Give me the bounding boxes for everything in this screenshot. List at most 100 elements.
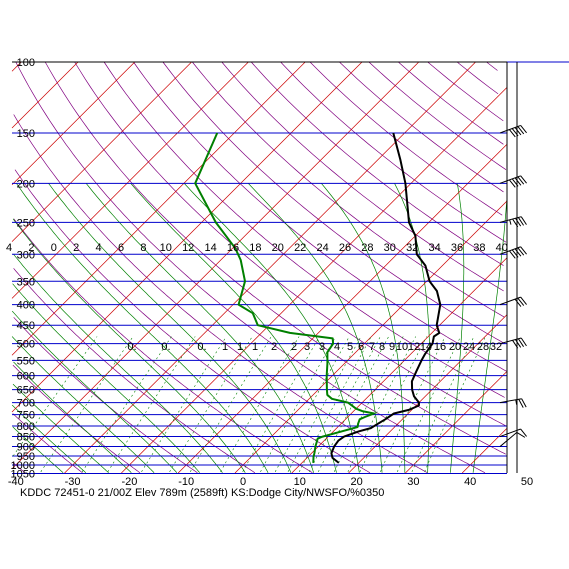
mixing-ratio-label: 14 <box>420 341 432 353</box>
isotherm <box>11 61 136 186</box>
mixing-ratio-label: 8 <box>379 341 385 353</box>
pressure-label: 800 <box>17 421 35 433</box>
pressure-label: 850 <box>17 432 35 444</box>
wind-barb-shaft <box>499 296 521 306</box>
wind-barb-flag <box>514 298 522 307</box>
mixing-ratio-line <box>359 336 427 473</box>
wind-barb-shaft <box>499 246 521 255</box>
wind-barb-flag <box>512 218 519 228</box>
moist-adiabat <box>321 183 406 473</box>
pressure-label: 550 <box>17 355 35 367</box>
wind-barb-flag <box>514 248 522 257</box>
moist-adiabat <box>450 183 465 473</box>
mixing-ratio-label: 8 <box>140 242 146 254</box>
mixing-ratio-label: 32 <box>490 341 502 353</box>
mixing-ratio-line <box>380 336 446 473</box>
mixing-ratio-label: 2 <box>28 242 34 254</box>
station-caption: KDDC 72451-0 21/00Z Elev 789m (2589ft) K… <box>20 487 384 499</box>
isotherm <box>11 61 192 242</box>
mixing-ratio-line <box>169 336 253 473</box>
mixing-ratio-label: 2 <box>73 242 79 254</box>
wind-barb-flag <box>514 127 522 136</box>
mixing-ratio-line <box>333 336 404 473</box>
mixing-ratio-line <box>274 336 350 473</box>
wind-barb-flag <box>520 246 527 255</box>
wind-barb <box>499 175 527 188</box>
mixing-ratio-label: 3 <box>319 341 325 353</box>
background-lines <box>11 61 508 474</box>
mixing-ratio-label: 30 <box>384 242 396 254</box>
mixing-ratio-line <box>347 336 416 473</box>
mixing-ratio-label: 0. <box>197 341 206 353</box>
mixing-ratio-label: 4 <box>334 341 340 353</box>
mixing-ratio-label: 28 <box>477 341 489 353</box>
temperature-tick-label: 30 <box>407 476 419 488</box>
dry-adiabat <box>12 413 83 473</box>
isotherm <box>11 61 22 72</box>
mixing-ratio-label: 7 <box>369 341 375 353</box>
moist-adiabat <box>48 183 292 473</box>
mixing-ratio-label: 36 <box>451 242 463 254</box>
wind-barb-shaft <box>499 175 521 184</box>
wind-barb <box>499 428 527 438</box>
dry-adiabat <box>12 364 141 473</box>
wind-barb-shaft <box>499 432 518 447</box>
pressure-label: 650 <box>17 385 35 397</box>
isotherm <box>291 257 508 474</box>
axis-labels: 1001502002503003504004505005506006507007… <box>6 57 533 488</box>
mixing-ratio-label: 9 <box>389 341 395 353</box>
mixing-ratio-label: 6 <box>358 341 364 353</box>
mixing-ratio-line <box>220 336 300 473</box>
wind-barb-flag <box>517 126 525 135</box>
isotherm <box>461 427 508 474</box>
dry-adiabat <box>13 114 428 474</box>
isotherm <box>11 61 79 129</box>
pressure-label: 1050 <box>11 469 35 481</box>
mixing-ratio-label: 38 <box>473 242 485 254</box>
pressure-label: 600 <box>17 371 35 383</box>
wind-barb-flag <box>516 431 526 438</box>
moist-adiabat <box>11 404 87 473</box>
temperature-tick-label: 40 <box>464 476 476 488</box>
moist-adiabat <box>12 283 200 473</box>
dry-adiabat <box>309 61 503 216</box>
pressure-label: 900 <box>17 442 35 454</box>
dry-adiabat <box>368 61 507 170</box>
mixing-ratio-label: 20 <box>449 341 461 353</box>
temperature-tick-label: 20 <box>350 476 362 488</box>
isotherm <box>11 61 363 413</box>
wind-barb-flag <box>511 249 519 258</box>
wind-barb <box>499 124 527 138</box>
wind-barb-flag <box>517 297 525 306</box>
mixing-ratio-line <box>12 336 98 457</box>
mixing-ratio-label: 5 <box>347 341 353 353</box>
pressure-label: 200 <box>17 178 35 190</box>
wind-barb-flag <box>512 340 519 349</box>
isotherm <box>11 61 306 356</box>
wind-barb-flag <box>509 129 516 138</box>
wind-barb <box>499 216 527 228</box>
isotherm <box>177 143 508 474</box>
wind-barb-half-flag <box>515 399 518 405</box>
temperature-tick-label: 50 <box>521 476 533 488</box>
temperature-tick-label: -40 <box>8 476 24 488</box>
moist-adiabat <box>183 183 360 473</box>
dry-adiabat <box>221 61 504 292</box>
moist-adiabat <box>472 199 508 473</box>
wind-barb-flag <box>520 428 527 437</box>
temperature-tick-label: -10 <box>178 476 194 488</box>
mixing-ratio-label: 14 <box>204 242 216 254</box>
dry-adiabat <box>339 61 504 193</box>
moist-adiabat <box>394 183 431 473</box>
mixing-ratio-label: 1 <box>222 341 228 353</box>
mixing-ratio-label: 26 <box>339 242 351 254</box>
wind-barb-flag <box>511 128 519 137</box>
wind-barb-shaft <box>499 428 521 438</box>
mixing-ratio-line <box>81 336 172 473</box>
dry-adiabat <box>162 61 506 345</box>
wind-barb-shaft <box>499 337 522 345</box>
mixing-ratio-label: 2 <box>271 341 277 353</box>
mixing-ratio-label: 28 <box>361 242 373 254</box>
wind-barb-flag <box>520 296 527 305</box>
